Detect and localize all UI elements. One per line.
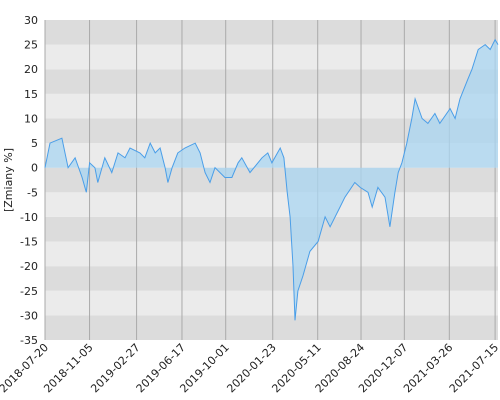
grid-band (45, 290, 498, 316)
grid-band (45, 266, 498, 291)
x-tick-label: 2021-07-15 (447, 341, 500, 395)
y-tick-label: -5 (27, 186, 38, 199)
y-tick-label: -25 (20, 285, 38, 298)
y-tick-label: -30 (20, 309, 38, 322)
grid-band (45, 241, 498, 267)
grid-band (45, 44, 498, 70)
y-tick-label: 25 (24, 39, 38, 52)
grid-band (45, 69, 498, 94)
y-tick-label: 10 (24, 112, 38, 125)
y-tick-label: 20 (24, 63, 38, 76)
grid-band (45, 216, 498, 242)
y-tick-label: 5 (31, 137, 38, 150)
grid-band (45, 315, 498, 340)
y-tick-label: 0 (31, 162, 38, 175)
grid-band (45, 93, 498, 119)
y-tick-label: -15 (20, 236, 38, 249)
y-tick-label: -35 (20, 334, 38, 347)
y-tick-label: 15 (24, 88, 38, 101)
y-axis-label: [Zmiany %] (2, 148, 15, 212)
grid-band (45, 20, 498, 45)
grid-band (45, 167, 498, 193)
line (44, 38, 499, 321)
y-tick-label: 30 (24, 14, 38, 27)
y-tick-label: -10 (20, 211, 38, 224)
grid-band (45, 192, 498, 217)
y-tick-label: -20 (20, 260, 38, 273)
